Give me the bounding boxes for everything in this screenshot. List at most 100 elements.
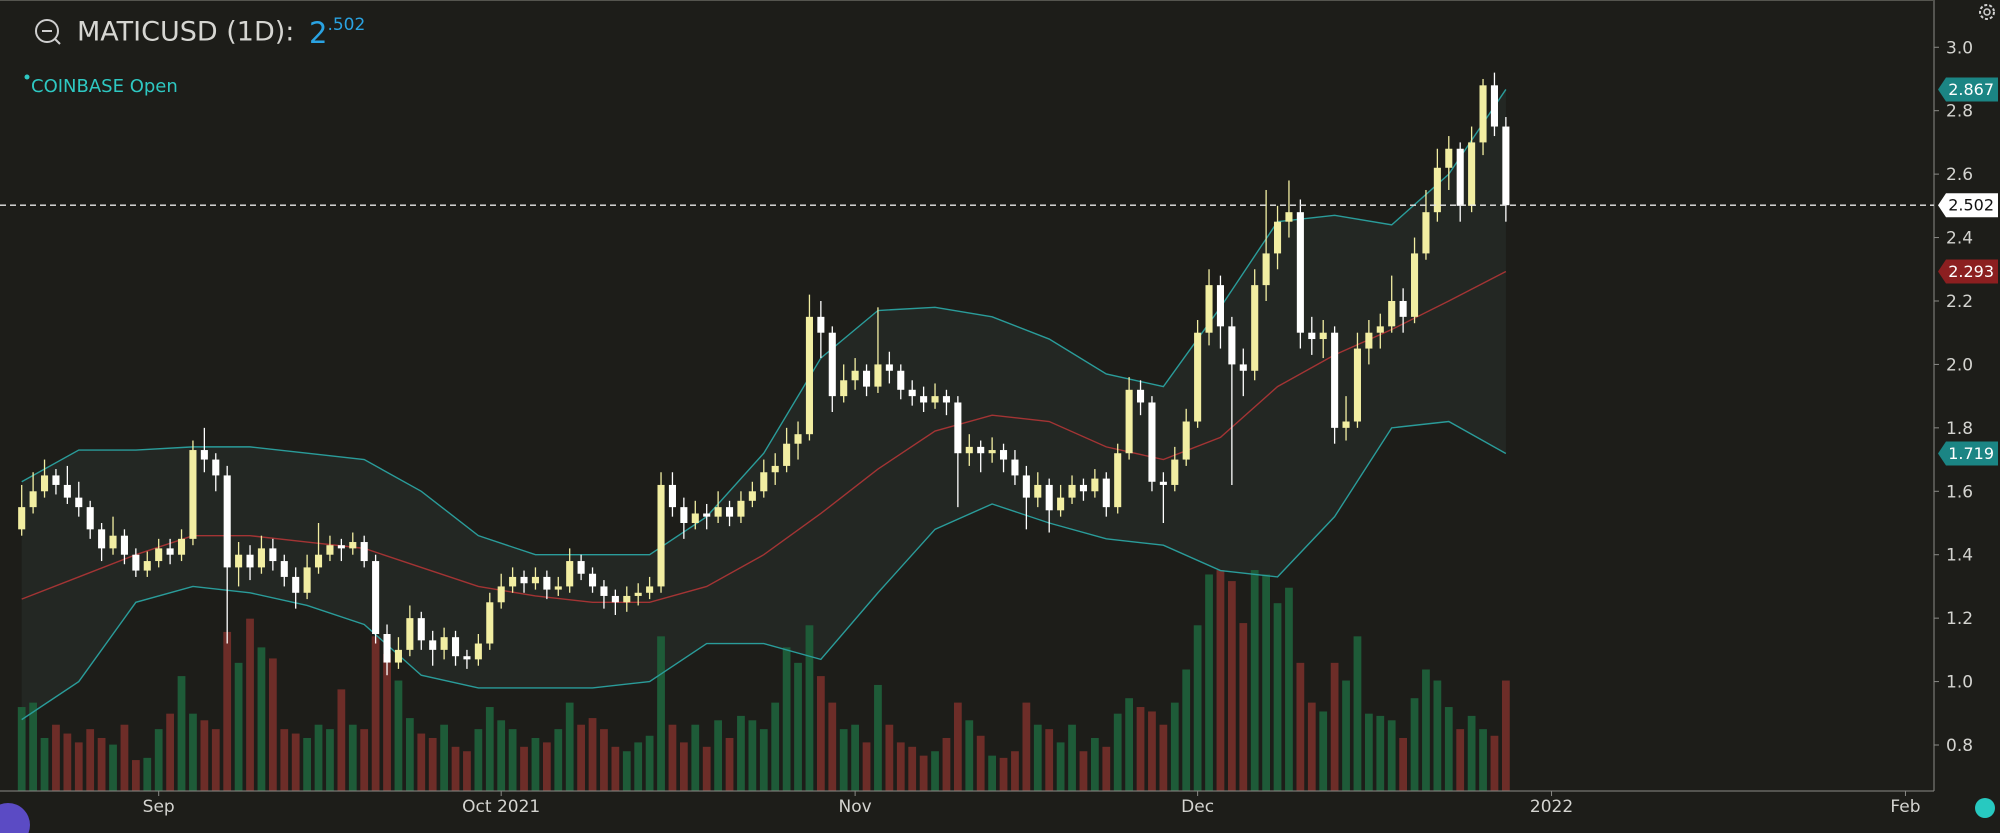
x-tick-label: Oct 2021	[462, 797, 540, 817]
candle-body	[349, 542, 357, 549]
volume-bar	[463, 751, 471, 791]
candle-body	[383, 634, 391, 663]
candle-body	[737, 500, 745, 517]
volume-bar	[1239, 623, 1248, 791]
title-price-main: 2	[309, 16, 327, 50]
volume-bar	[531, 737, 540, 791]
candle-body	[132, 554, 140, 571]
zoom-icon-circle[interactable]	[35, 19, 59, 43]
candle-body	[691, 513, 699, 523]
volume-bar	[1467, 715, 1476, 791]
status-indicator[interactable]	[1975, 798, 1995, 818]
volume-bar	[440, 724, 448, 791]
candle-body	[920, 396, 928, 403]
volume-bar	[360, 729, 369, 791]
candle-body	[109, 535, 117, 549]
volume-bar	[1285, 587, 1293, 791]
candle-body	[1342, 421, 1350, 428]
candle-body	[623, 595, 631, 603]
volume-bar	[485, 707, 494, 791]
candle-body	[166, 548, 174, 555]
menu-button[interactable]	[0, 803, 30, 833]
volume-bar	[154, 729, 163, 791]
candle-body	[189, 450, 197, 539]
candle-body	[257, 548, 265, 568]
candle-body	[1205, 285, 1213, 333]
volume-bar	[1113, 713, 1122, 791]
middle-band-tag: 2.293	[1948, 262, 1994, 281]
volume-bar	[691, 724, 700, 791]
candle-body	[999, 450, 1008, 460]
lower-band-tag-box	[1938, 441, 1998, 466]
candle-body	[1410, 253, 1419, 317]
volume-bar	[177, 676, 186, 791]
volume-bar	[634, 742, 643, 791]
candle-body	[200, 450, 208, 460]
volume-bar	[1250, 570, 1259, 791]
volume-bar	[771, 702, 780, 791]
volume-bar	[839, 729, 848, 791]
volume-bar	[1011, 751, 1019, 791]
candle-body	[143, 561, 151, 571]
settings-icon-center[interactable]	[1983, 8, 1991, 16]
candle-body	[817, 316, 825, 333]
volume-bar	[326, 729, 334, 791]
candle-body	[771, 465, 779, 473]
candle-body	[840, 380, 848, 397]
y-tick-label: 2.8	[1946, 102, 1973, 122]
volume-bar	[600, 729, 608, 791]
middle-band	[21, 270, 1507, 603]
volume-bar	[885, 724, 894, 791]
volume-bar	[611, 746, 620, 791]
candle-body	[1433, 167, 1441, 213]
candle-body	[668, 484, 676, 508]
volume-bar	[1490, 735, 1499, 791]
candle-body	[394, 649, 402, 663]
volume-bar	[953, 702, 962, 791]
candle-body	[120, 535, 128, 555]
volume-bar	[748, 720, 757, 791]
candle-body	[1171, 459, 1179, 485]
candle-body	[246, 554, 254, 568]
volume-bar	[1364, 713, 1373, 791]
candle-body	[703, 513, 711, 517]
volume-bar	[428, 737, 437, 791]
zoom-icon[interactable]	[35, 19, 61, 45]
candle-body	[417, 618, 425, 641]
candle-body	[954, 402, 962, 454]
volume-bar	[1399, 737, 1408, 791]
candle-body	[874, 364, 882, 387]
volume-bar	[1330, 662, 1339, 791]
candle-body	[897, 370, 905, 390]
volume-bar	[965, 720, 974, 791]
volume-bar	[737, 715, 745, 791]
zoom-icon-handle[interactable]	[54, 38, 61, 45]
volume-bar	[862, 742, 871, 791]
settings-icon-gear[interactable]	[1979, 4, 1995, 20]
volume-bar	[782, 647, 791, 791]
candle-body	[885, 364, 893, 371]
candle-body	[1296, 212, 1304, 333]
candle-body	[1159, 481, 1167, 485]
candle-body	[1022, 475, 1030, 498]
candle-body	[1079, 484, 1087, 492]
candle-body	[646, 586, 654, 593]
y-tick-label: 2.6	[1946, 165, 1973, 185]
title-price-sup: .502	[327, 15, 365, 35]
volume-bar	[120, 724, 129, 791]
candle-body	[520, 576, 528, 584]
candle-body	[1216, 285, 1224, 327]
candle-body	[1353, 348, 1361, 422]
volume-bar	[805, 625, 814, 791]
volume-bar	[497, 720, 506, 791]
candle-body	[725, 507, 734, 517]
legend-label: COINBASE Open	[31, 76, 178, 97]
volume-bar	[542, 742, 551, 791]
settings-icon[interactable]	[1979, 4, 1995, 20]
candle-body	[805, 316, 813, 435]
candle-body	[177, 538, 186, 555]
candle-body	[429, 640, 437, 650]
volume-bar	[74, 742, 83, 791]
volume-bar	[1387, 720, 1396, 791]
candle-body	[474, 643, 482, 660]
